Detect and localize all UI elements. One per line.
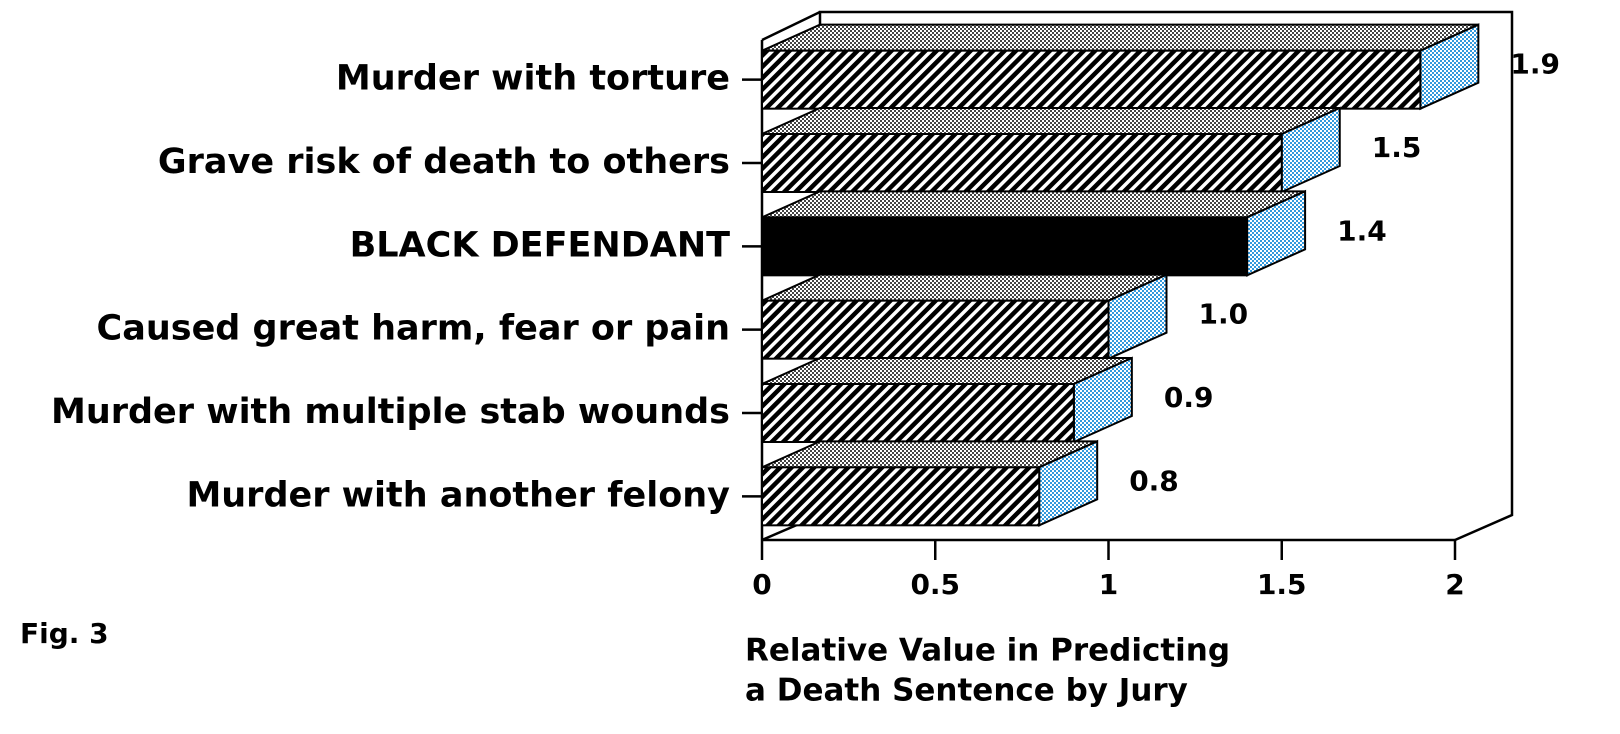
value-label: 0.9 (1164, 381, 1214, 414)
y-tick-label: Caused great harm, fear or pain (97, 309, 730, 349)
x-tick-label: 2 (1445, 568, 1464, 601)
bar (761, 216, 1249, 277)
value-label: 1.0 (1199, 298, 1249, 331)
y-tick-label: BLACK DEFENDANT (350, 225, 731, 265)
bar-top (761, 190, 1306, 219)
value-label: 1.9 (1510, 48, 1560, 81)
y-tick-label: Murder with multiple stab wounds (51, 392, 730, 432)
bar (761, 133, 1283, 193)
bar-top (761, 107, 1341, 135)
bar-top (761, 23, 1479, 52)
bar-top (761, 273, 1167, 302)
x-tick-label: 1 (1099, 568, 1118, 601)
x-axis-title: a Death Sentence by Jury (745, 673, 1188, 709)
bar-top (761, 357, 1133, 385)
x-tick-label: 0.5 (910, 568, 960, 601)
y-tick-label: Murder with torture (336, 59, 730, 99)
y-tick-label: Murder with another felony (186, 475, 730, 515)
x-tick-label: 0 (752, 568, 771, 601)
bar (761, 299, 1110, 360)
x-axis-title: Relative Value in Predicting (745, 633, 1230, 669)
bar (761, 466, 1041, 527)
y-tick-label: Grave risk of death to others (158, 142, 730, 182)
value-label: 0.8 (1129, 464, 1179, 497)
annotation: Fig. 3 (20, 617, 109, 650)
bar (761, 49, 1422, 110)
value-label: 1.5 (1372, 131, 1422, 164)
x-tick-label: 1.5 (1257, 568, 1307, 601)
bar (761, 383, 1075, 443)
value-label: 1.4 (1337, 214, 1387, 247)
